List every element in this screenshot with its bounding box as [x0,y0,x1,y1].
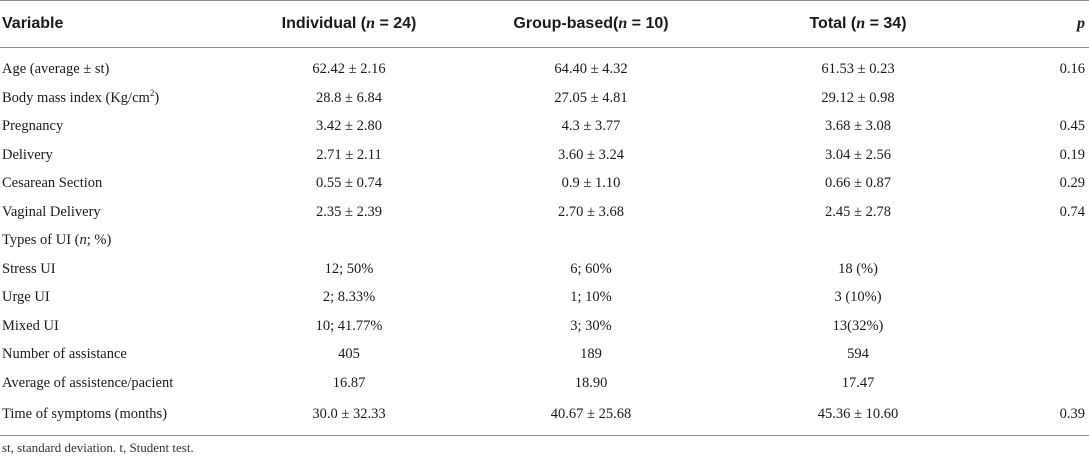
cell-group: 18.90 [574,374,608,391]
table-header: Variable Individual (n = 24) Group-based… [0,0,1089,48]
cell-p [992,84,1089,113]
table-body: Age (average ± st) 62.42 ± 2.16 64.40 ± 4.… [0,48,1089,436]
header-p: p [992,0,1089,48]
table-row: Cesarean Section 0.55 ± 0.74 0.9 ± 1.10 0.6… [0,170,1089,199]
cell-total: 594 [847,346,869,363]
cell-individual: 10; 41.77% [315,317,383,334]
cell-individual: 405 [338,346,360,363]
cell-p [992,284,1089,313]
cell-variable: Number of assistance [2,346,127,363]
cell-individual: 30.0 ± 32.33 [240,397,458,436]
cell-individual: 28.8 ± 6.84 [316,89,382,106]
cell-group: 3.60 ± 3.24 [558,146,624,163]
table-row: Stress UI 12; 50% 6; 60% 18 (%) [0,255,1089,284]
cell-total: 61.53 ± 0.23 [821,60,895,77]
cell-group: 64.40 ± 4.32 [554,60,628,77]
table-row: Urge UI 2; 8.33% 1; 10% 3 (10%) [0,284,1089,313]
cell-group: 6; 60% [570,260,612,277]
cell-group: 4.3 ± 3.77 [561,118,621,135]
table-row: Average of assistence/pacient 16.87 18.90 1… [0,369,1089,398]
cell-variable: Mixed UI [2,317,59,334]
cell-individual: 2.71 ± 2.11 [316,146,382,163]
cell-group: 0.9 ± 1.10 [561,175,621,192]
cell-p: 0.74 [1059,203,1085,220]
cell-individual: 2; 8.33% [322,289,376,306]
cell-variable: Types of UI (n; %) [2,232,112,249]
cell-variable: Pregnancy [2,118,64,135]
table-row: Delivery 2.71 ± 2.11 3.60 ± 3.24 3.04 ± 2.5… [0,141,1089,170]
header-row: Variable Individual (n = 24) Group-based… [0,0,1089,48]
cell-p [992,312,1089,341]
table-row: Types of UI (n; %) [0,227,1089,256]
cell-variable: Body mass index (Kg/cm2) [2,87,160,106]
cell-individual: 16.87 [332,374,366,391]
cell-variable: Age (average ± st) [2,60,110,77]
cell-total: 3.04 ± 2.56 [825,146,891,163]
cell-group: 3; 30% [570,317,612,334]
header-individual: Individual (n = 24) [240,0,458,48]
cell-group: 2.70 ± 3.68 [558,203,624,220]
cell-p: 0.39 [992,397,1089,436]
cell-total [724,227,992,256]
cell-p: 0.16 [1059,60,1085,77]
cell-total: 18 (%) [838,260,878,277]
cell-p: 0.45 [1059,118,1085,135]
cell-total: 3.68 ± 3.08 [825,118,891,135]
cell-group: 27.05 ± 4.81 [554,89,628,106]
cell-p: 0.19 [1059,146,1085,163]
cell-p [992,255,1089,284]
header-total: Total (n = 34) [724,0,992,48]
cell-individual [240,227,458,256]
table-row: Time of symptoms (months) 30.0 ± 32.33 40.… [0,397,1089,436]
cell-individual: 12; 50% [324,260,374,277]
cell-variable: Time of symptoms (months) [0,397,240,436]
table-row: Number of assistance 405 189 594 [0,341,1089,370]
cell-variable: Stress UI [2,260,56,277]
cell-total: 0.66 ± 0.87 [825,175,891,192]
cell-p [992,227,1089,256]
cell-p [992,369,1089,398]
cell-group [458,227,724,256]
table-row: Vaginal Delivery 2.35 ± 2.39 2.70 ± 3.68 2.… [0,198,1089,227]
cell-variable: Vaginal Delivery [2,203,101,220]
header-variable: Variable [0,0,240,48]
table-row: Body mass index (Kg/cm2) 28.8 ± 6.84 27.05… [0,84,1089,113]
cell-group: 1; 10% [570,289,612,306]
cell-p: 0.29 [1059,175,1085,192]
cell-total: 45.36 ± 10.60 [724,397,992,436]
cell-individual: 3.42 ± 2.80 [316,118,382,135]
data-table-container: Variable Individual (n = 24) Group-based… [0,0,1089,436]
cell-total: 29.12 ± 0.98 [821,89,895,106]
cell-total: 2.45 ± 2.78 [825,203,891,220]
cell-total: 13(32%) [832,317,884,334]
cell-variable: Delivery [2,146,53,163]
table-row: Age (average ± st) 62.42 ± 2.16 64.40 ± 4.… [0,48,1089,85]
cell-group: 40.67 ± 25.68 [458,397,724,436]
table-footnote: st, standard deviation. t, Student test. [2,440,194,455]
cell-total: 3 (10%) [834,289,882,306]
table-row: Mixed UI 10; 41.77% 3; 30% 13(32%) [0,312,1089,341]
cell-variable: Cesarean Section [2,175,103,192]
data-table: Variable Individual (n = 24) Group-based… [0,0,1089,436]
cell-variable: Urge UI [2,289,50,306]
table-row: Pregnancy 3.42 ± 2.80 4.3 ± 3.77 3.68 ± 3.0… [0,113,1089,142]
cell-individual: 2.35 ± 2.39 [316,203,382,220]
cell-variable: Average of assistence/pacient [2,374,174,391]
cell-individual: 0.55 ± 0.74 [316,175,382,192]
cell-individual: 62.42 ± 2.16 [312,60,386,77]
header-group-based: Group-based(n = 10) [458,0,724,48]
cell-group: 189 [580,346,602,363]
cell-p [992,341,1089,370]
cell-total: 17.47 [841,374,875,391]
